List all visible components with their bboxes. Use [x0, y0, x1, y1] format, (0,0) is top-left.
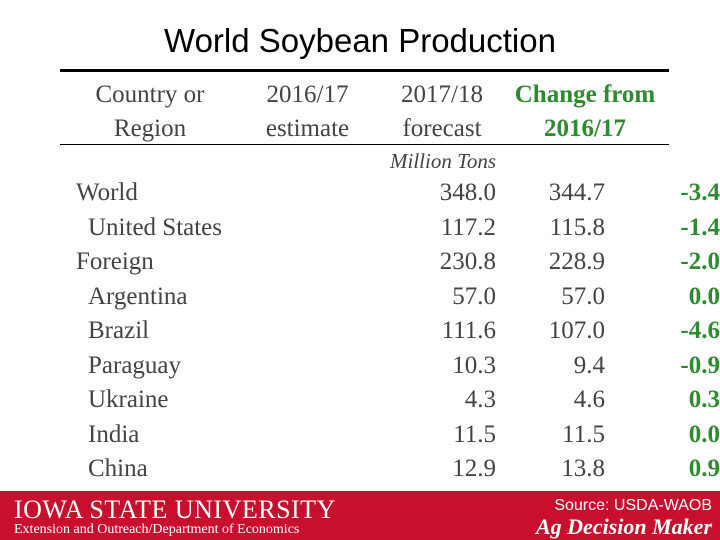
row-estimate-2016-17: 12.9	[452, 455, 497, 482]
row-forecast-2017-18: 4.6	[573, 386, 605, 413]
row-change: 0.0	[688, 420, 720, 448]
department-label: Extension and Outreach/Department of Eco…	[14, 522, 300, 537]
table-row: World 348.0 344.7 -3.4	[60, 176, 720, 211]
table-row: Argentina 57.0 57.0 0.0	[60, 280, 720, 315]
source-label: Source: USDA-WAOB	[554, 497, 712, 514]
slide-title: World Soybean Production	[164, 22, 556, 59]
header-2017-forecast: 2017/18 forecast	[378, 78, 506, 146]
table-row: Foreign 230.8 228.9 -2.0	[60, 245, 720, 280]
row-change: -1.4	[680, 213, 720, 241]
table-row: China 12.9 13.8 0.9	[60, 452, 720, 487]
row-name: Argentina	[88, 282, 188, 310]
row-forecast-2017-18: 9.4	[573, 351, 605, 379]
row-forecast-2017-18: 11.5	[562, 420, 605, 448]
row-estimate-2016-17: 111.6	[441, 317, 497, 344]
units-label: Million Tons	[390, 149, 497, 173]
row-change: -3.4	[680, 179, 720, 206]
row-estimate-2016-17: 11.5	[453, 420, 497, 448]
row-forecast-2017-18: 57.0	[561, 282, 605, 310]
production-table: World 348.0 344.7 -3.4 United States 117.2 115…	[60, 176, 720, 487]
row-forecast-2017-18: 228.9	[548, 248, 605, 275]
row-change: 0.9	[688, 455, 720, 482]
row-change: -0.9	[680, 351, 720, 379]
row-estimate-2016-17: 10.3	[452, 351, 497, 379]
header-2016-line2: estimate	[265, 115, 350, 142]
row-name: Foreign	[76, 248, 154, 275]
table-row: Paraguay 10.3 9.4 -0.9	[60, 349, 720, 384]
header-2016-line1: 2016/17	[266, 81, 349, 108]
row-name: World	[76, 179, 138, 206]
header-country-line1: Country or	[95, 81, 205, 108]
row-forecast-2017-18: 13.8	[561, 455, 605, 482]
header-change: Change from 2016/17	[505, 78, 665, 146]
row-name: China	[88, 455, 148, 482]
row-forecast-2017-18: 115.8	[549, 213, 605, 241]
row-name: India	[88, 420, 140, 448]
row-name: Brazil	[88, 317, 150, 344]
row-change: 0.0	[688, 282, 720, 310]
university-logo: IOWA STATE UNIVERSITY	[14, 495, 336, 524]
row-name: United States	[88, 213, 223, 241]
table-row: India 11.5 11.5 0.0	[60, 418, 720, 453]
footer-bar	[0, 491, 720, 540]
row-change: -2.0	[680, 248, 720, 275]
ag-decision-maker-logo: Ag Decision Maker	[536, 514, 712, 539]
header-2017-line2: forecast	[402, 115, 482, 142]
table-body: World 348.0 344.7 -3.4 United States 117.2 115…	[60, 176, 720, 487]
row-change: -4.6	[680, 317, 720, 344]
row-name: Paraguay	[88, 351, 182, 379]
table-row: Ukraine 4.3 4.6 0.3	[60, 383, 720, 418]
row-change: 0.3	[688, 386, 720, 413]
header-2016-estimate: 2016/17 estimate	[245, 78, 370, 146]
row-estimate-2016-17: 4.3	[464, 386, 497, 413]
header-bottom-rule	[60, 144, 669, 145]
table-row: United States 117.2 115.8 -1.4	[60, 211, 720, 246]
row-forecast-2017-18: 344.7	[548, 179, 605, 206]
header-2017-line1: 2017/18	[401, 81, 483, 108]
header-country: Country or Region	[80, 78, 220, 146]
row-name: Ukraine	[88, 386, 169, 413]
row-forecast-2017-18: 107.0	[548, 317, 605, 344]
table-row: Brazil 111.6 107.0 -4.6	[60, 314, 720, 349]
header-country-line2: Region	[113, 115, 187, 142]
header-change-line2: 2016/17	[544, 115, 626, 142]
table-top-rule	[60, 69, 669, 72]
header-change-line1: Change from	[514, 81, 656, 108]
row-estimate-2016-17: 348.0	[439, 179, 497, 206]
row-estimate-2016-17: 117.2	[440, 213, 497, 241]
row-estimate-2016-17: 230.8	[439, 248, 497, 275]
row-estimate-2016-17: 57.0	[452, 282, 497, 310]
